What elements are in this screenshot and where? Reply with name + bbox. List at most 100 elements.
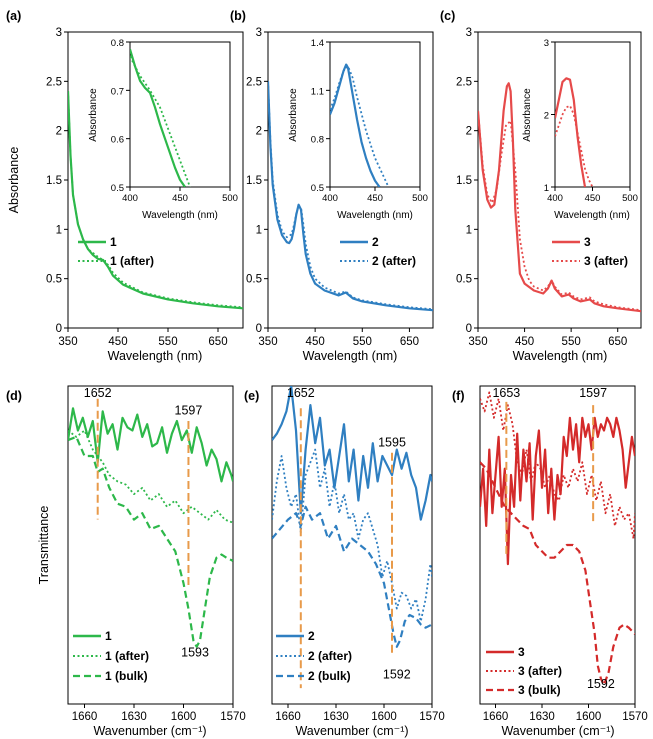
panel-a-inset — [129, 41, 231, 188]
panel-c-inset-series-1 — [555, 104, 594, 187]
panel-f-legend: 3 3 (after) 3 (bulk) — [486, 645, 562, 697]
panel-d-ylabel: Transmittance — [37, 506, 51, 585]
panel-b-inset-series-0 — [330, 63, 381, 187]
panel-a-xtick-label-1: 450 — [108, 336, 127, 348]
panel-e-xtick-label-1: 1630 — [323, 711, 349, 723]
panel-b-ytick-label-1: 0.5 — [246, 274, 262, 286]
panel-b-xtick-label-0: 350 — [258, 336, 277, 348]
legend-label-1-bulk-ir: 1 (bulk) — [105, 669, 148, 683]
panel-c-xtick-label-2: 550 — [562, 336, 581, 348]
panel-a-inset-ylabel: Absorbance — [88, 88, 99, 142]
panel-a-inset-xtick-label-1: 450 — [172, 193, 188, 204]
panel-b-inset — [329, 41, 421, 188]
panel-b-ytick-label-6: 3 — [256, 27, 262, 39]
panel-a-ylabel: Absorbance — [7, 147, 21, 214]
panel-c: (c) 350 450 550 650 0 0.5 1 1.5 2 2.5 3 Wavelength… — [440, 9, 642, 363]
panel-b-ytick-label-4: 2 — [256, 126, 262, 138]
panel-b-inset-xtick-label-2: 500 — [412, 193, 428, 204]
panel-b-inset-ytick-label-2: 1.1 — [311, 86, 324, 97]
panel-e-annotation-1: 1595 — [378, 435, 406, 449]
panel-b-xlabel: Wavelength (nm) — [303, 349, 398, 363]
panel-a-series-0 — [68, 91, 243, 310]
panel-c-inset-ytick-label-0: 1 — [544, 183, 549, 194]
panel-b-lines — [268, 81, 433, 312]
panel-a-ytick-label-4: 2 — [56, 126, 62, 138]
panel-c-inset-xlabel: Wavelength (nm) — [554, 210, 630, 221]
panel-d-legend: 1 1 (after) 1 (bulk) — [73, 629, 149, 683]
panel-e-series-1 — [272, 448, 432, 623]
legend-label-2-after-ir: 2 (after) — [308, 649, 352, 663]
panel-b-inset-ytick-label-3: 1.4 — [311, 38, 324, 49]
panel-a-inset-ytick-label-2: 0.7 — [111, 86, 124, 97]
panel-b-label: (b) — [230, 9, 246, 23]
panel-f-annotation-2: 1592 — [587, 677, 615, 691]
panel-e-annotation-2: 1592 — [383, 668, 411, 682]
panel-c-legend: 3 3 (after) — [552, 235, 628, 268]
panel-a-ytick-label-2: 1 — [56, 224, 62, 236]
legend-label-2: 2 — [372, 235, 379, 249]
panel-d-series-0 — [68, 407, 233, 483]
panel-a-inset-plot: 400 450 500 0.5 0.6 0.7 0.8 — [111, 38, 238, 204]
panel-b-xtick-label-1: 450 — [306, 336, 325, 348]
panel-f-annotation-1: 1597 — [579, 386, 607, 400]
panel-a-xtick-label-2: 550 — [158, 336, 177, 348]
panel-d-label: (d) — [6, 389, 22, 403]
panel-b-ytick-label-5: 2.5 — [246, 76, 262, 88]
panel-a-inset-ytick-label-3: 0.8 — [111, 38, 124, 49]
panel-a-xtick-label-3: 650 — [208, 336, 227, 348]
panel-e-xtick-label-3: 1570 — [419, 711, 445, 723]
panel-c-label: (c) — [440, 9, 455, 23]
panel-a-legend: 1 1 (after) — [78, 235, 154, 268]
panel-a-inset-ytick-label-1: 0.6 — [111, 135, 124, 146]
panel-c-series-1 — [478, 110, 641, 312]
panel-a-inset-xtick-label-2: 500 — [222, 193, 238, 204]
panel-b-legend: 2 2 (after) — [340, 235, 416, 268]
panel-c-ytick-label-5: 2.5 — [456, 76, 472, 88]
panel-a-inset-ytick-label-0: 0.5 — [111, 183, 124, 194]
panel-a-inset-series-1 — [130, 56, 191, 187]
legend-label-3: 3 — [584, 235, 591, 249]
panel-c-inset-series-0 — [555, 77, 587, 187]
panel-f-xlabel: Wavenumber (cm⁻¹) — [501, 724, 614, 738]
panel-b-inset-xlabel: Wavelength (nm) — [337, 210, 413, 221]
panel-c-inset-ytick-label-2: 3 — [544, 38, 549, 49]
panel-b-ytick-label-0: 0 — [256, 323, 262, 335]
panel-c-inset-ylabel: Absorbance — [522, 88, 533, 142]
panel-f-xtick-label-2: 1600 — [576, 711, 602, 723]
panel-c-ytick-label-6: 3 — [466, 27, 472, 39]
panel-a-ytick-label-1: 0.5 — [46, 274, 62, 286]
legend-label-1-after: 1 (after) — [110, 254, 154, 268]
panel-e-series-0 — [272, 386, 432, 521]
panel-a-ytick-label-6: 3 — [56, 27, 62, 39]
panel-d-xtick-label-1: 1630 — [121, 711, 147, 723]
panel-a-inset-xlabel: Wavelength (nm) — [142, 210, 218, 221]
panel-b-plot: 350 450 550 650 0 0.5 1 1.5 2 2.5 3 — [246, 27, 433, 348]
panel-a-ytick-label-0: 0 — [56, 323, 62, 335]
panel-f-xtick-label-0: 1660 — [483, 711, 509, 723]
panel-b-ytick-label-2: 1 — [256, 224, 262, 236]
panel-d-annotation-2: 1593 — [181, 645, 209, 659]
legend-label-3-ir: 3 — [518, 645, 525, 659]
panel-c-inset-ytick-label-1: 2 — [544, 111, 549, 122]
panel-c-ytick-label-4: 2 — [466, 126, 472, 138]
panel-a-inset-series-0 — [130, 48, 186, 187]
panel-b: (b) 350 450 550 650 0 0.5 1 1.5 2 2.5 3 Wavelength… — [230, 9, 434, 363]
panel-c-xlabel: Wavelength (nm) — [513, 349, 608, 363]
legend-label-2-ir: 2 — [308, 629, 315, 643]
panel-c-inset-xtick-label-2: 500 — [622, 193, 638, 204]
panel-d-xlabel: Wavenumber (cm⁻¹) — [93, 724, 206, 738]
panel-b-ytick-label-3: 1.5 — [246, 175, 262, 187]
legend-label-3-after-ir: 3 (after) — [518, 664, 562, 678]
legend-label-3-bulk-ir: 3 (bulk) — [518, 683, 561, 697]
panel-f-annotation-0: 1653 — [492, 386, 520, 400]
panel-c-inset-lines — [555, 77, 594, 187]
panel-b-inset-xtick-label-1: 450 — [367, 193, 383, 204]
panel-b-series-1 — [268, 81, 433, 311]
panel-c-xtick-label-1: 450 — [515, 336, 534, 348]
panel-e-xlabel: Wavenumber (cm⁻¹) — [295, 724, 408, 738]
panel-c-ytick-label-0: 0 — [466, 323, 472, 335]
panel-d-annotation-1: 1597 — [175, 404, 203, 418]
panel-f-series-1 — [480, 391, 635, 540]
legend-label-1-after-ir: 1 (after) — [105, 649, 149, 663]
